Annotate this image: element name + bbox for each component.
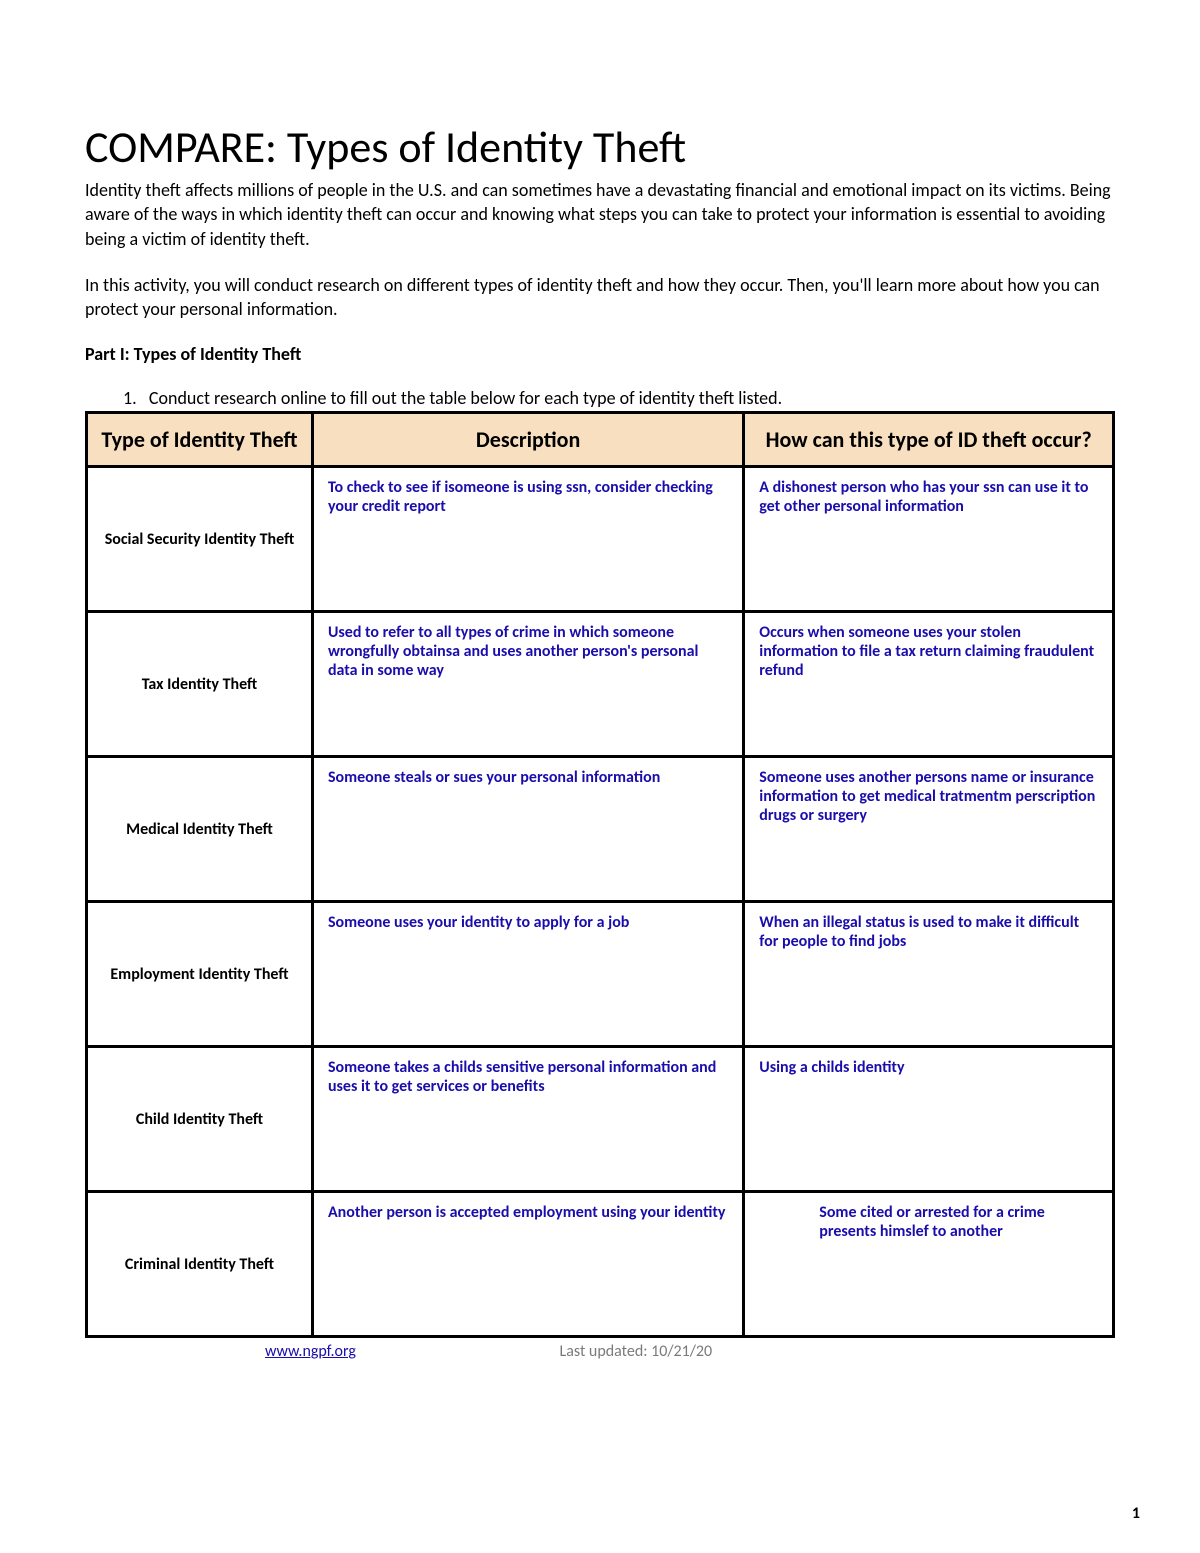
instruction-number: 1.: [123, 387, 137, 409]
type-cell: Medical Identity Theft: [87, 757, 313, 902]
type-cell: Employment Identity Theft: [87, 902, 313, 1047]
table-row: Child Identity TheftSomeone takes a chil…: [87, 1047, 1114, 1192]
footer-updated: Last updated: 10/21/20: [559, 1342, 712, 1361]
description-cell: Used to refer to all types of crime in w…: [312, 612, 743, 757]
how-cell: Occurs when someone uses your stolen inf…: [744, 612, 1114, 757]
type-cell: Social Security Identity Theft: [87, 467, 313, 612]
how-cell: When an illegal status is used to make i…: [744, 902, 1114, 1047]
table-header-row: Type of Identity Theft Description How c…: [87, 413, 1114, 467]
type-cell: Criminal Identity Theft: [87, 1192, 313, 1337]
table-row: Employment Identity TheftSomeone uses yo…: [87, 902, 1114, 1047]
table-row: Criminal Identity TheftAnother person is…: [87, 1192, 1114, 1337]
page-title: COMPARE: Types of Identity Theft: [85, 120, 1115, 174]
instruction-text: Conduct research online to fill out the …: [149, 387, 782, 409]
part-heading: Part I: Types of Identity Theft: [85, 343, 1115, 365]
description-cell: Someone uses your identity to apply for …: [312, 902, 743, 1047]
description-cell: Someone steals or sues your personal inf…: [312, 757, 743, 902]
table-row: Social Security Identity TheftTo check t…: [87, 467, 1114, 612]
description-cell: To check to see if isomeone is using ssn…: [312, 467, 743, 612]
document-page: COMPARE: Types of Identity Theft Identit…: [0, 0, 1200, 1553]
table-row: Medical Identity TheftSomeone steals or …: [87, 757, 1114, 902]
how-cell: Some cited or arrested for a crime prese…: [744, 1192, 1114, 1337]
page-number: 1: [1132, 1504, 1140, 1523]
intro-paragraph-1: Identity theft affects millions of peopl…: [85, 178, 1115, 251]
type-cell: Child Identity Theft: [87, 1047, 313, 1192]
type-cell: Tax Identity Theft: [87, 612, 313, 757]
how-cell: Someone uses another persons name or ins…: [744, 757, 1114, 902]
header-how: How can this type of ID theft occur?: [744, 413, 1114, 467]
description-cell: Another person is accepted employment us…: [312, 1192, 743, 1337]
header-description: Description: [312, 413, 743, 467]
description-cell: Someone takes a childs sensitive persona…: [312, 1047, 743, 1192]
how-cell: A dishonest person who has your ssn can …: [744, 467, 1114, 612]
header-type: Type of Identity Theft: [87, 413, 313, 467]
page-footer: www.ngpf.org Last updated: 10/21/20: [85, 1342, 1115, 1361]
footer-link[interactable]: www.ngpf.org: [265, 1342, 356, 1361]
identity-theft-table: Type of Identity Theft Description How c…: [85, 411, 1115, 1338]
intro-paragraph-2: In this activity, you will conduct resea…: [85, 273, 1115, 322]
table-row: Tax Identity TheftUsed to refer to all t…: [87, 612, 1114, 757]
instruction-item: 1. Conduct research online to fill out t…: [123, 387, 1115, 409]
how-cell: Using a childs identity: [744, 1047, 1114, 1192]
